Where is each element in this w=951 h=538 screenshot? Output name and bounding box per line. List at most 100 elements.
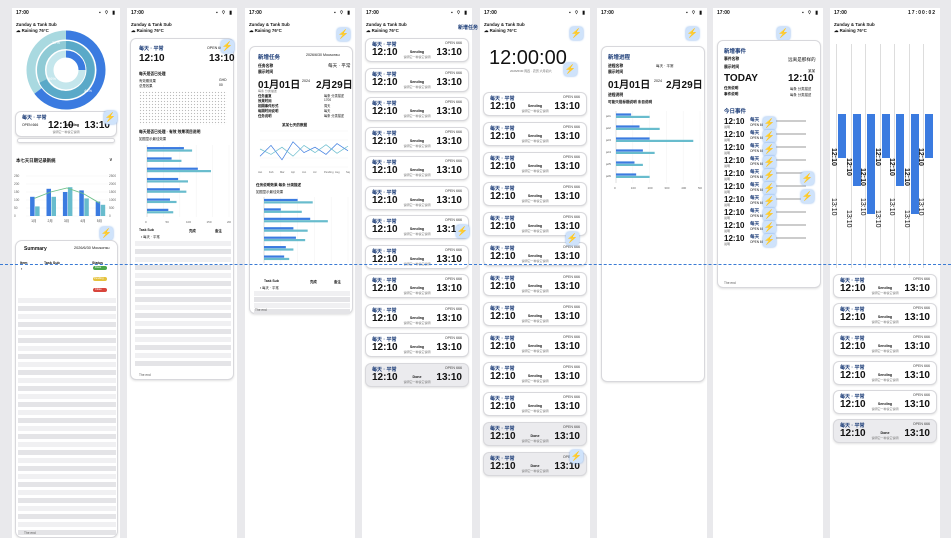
bolt-icon[interactable]: ⚡ bbox=[763, 156, 776, 169]
time-card[interactable]: 每天 · 平常 OPEN 666 12:10 13:10 Sending 说明它一种说它说… bbox=[365, 67, 469, 92]
bolt-icon[interactable]: ⚡ bbox=[801, 172, 814, 185]
year-label: 2024 bbox=[302, 79, 310, 83]
card-end-time: 13:10 bbox=[554, 311, 580, 322]
phone-screen-dashboard: 17:00 ▪ ⌔ ▮ Zunday & Tank Sub ☁ Raining 76… bbox=[12, 8, 120, 538]
time-card[interactable]: 每天 · 平常 OPEN 666 12:10 13:10 Sending 说明它一种说它说… bbox=[365, 126, 469, 151]
time-card[interactable]: 每天 · 平常 OPEN 666 12:10 13:10 Sending 说明它一种说它说… bbox=[483, 242, 587, 266]
task-name-input[interactable]: 每天 · 平常 bbox=[328, 63, 351, 68]
card-end-time: 13:10 bbox=[904, 399, 930, 410]
bar bbox=[84, 198, 89, 216]
time-card[interactable]: 每天 · 平常 OPEN 666 12:10 13:10 Sending 说明它一种说它说… bbox=[483, 212, 587, 236]
time-card[interactable]: 每天 · 平常 OPEN 666 12:10 13:10 Sending 说明它一种说它说… bbox=[833, 361, 937, 385]
event-track bbox=[776, 159, 806, 161]
horizontal-bar-chart bbox=[263, 197, 349, 263]
time-card[interactable]: 每天 · 平常 OPEN 666 12:10 13:10 Sending 说明它一种说它说… bbox=[833, 332, 937, 356]
time-card[interactable]: 每天 · 平常 OPEN 666 12:10 13:10 Sending 说明它一种说它说… bbox=[483, 122, 587, 146]
time-card[interactable]: 每天 · 平常 OPEN 666 12:10 13:10 Sending 说明它一种说它说… bbox=[483, 332, 587, 356]
event-name: 每天 bbox=[750, 182, 760, 187]
time-card[interactable]: 每天 · 平常 OPEN 666 12:10 13:10 Sending 说明它一种说它说… bbox=[483, 362, 587, 386]
end-date[interactable]: 2月29日 bbox=[316, 80, 353, 91]
y-tick-label: 250 bbox=[14, 174, 20, 178]
card-end-time: 13:10 bbox=[436, 194, 462, 206]
bolt-icon[interactable]: ⚡ bbox=[763, 208, 776, 221]
time-card[interactable]: 每天 · 平常 OPEN 666 12:10 13:10 Sending 说明它一种说它说… bbox=[833, 274, 937, 298]
card-start-time: 12:10 bbox=[490, 251, 516, 262]
event-time: 12:10 bbox=[724, 234, 745, 243]
bolt-icon[interactable]: ⚡ bbox=[100, 227, 113, 240]
clock-display: 12:00:00 bbox=[489, 47, 567, 69]
chevron-down-icon[interactable]: ∨ bbox=[109, 157, 113, 163]
bar bbox=[616, 113, 632, 116]
time-card[interactable]: 每天 · 平常 OPEN 666 12:10 13:10 Sending 说明它一种说它说… bbox=[365, 333, 469, 357]
bolt-icon[interactable]: ⚡ bbox=[801, 190, 814, 203]
event-time[interactable]: 12:10 bbox=[788, 73, 814, 84]
time-card[interactable]: 每天 · 平常 OPEN 666 12:10 13:10 Sending 说明它一种说它说… bbox=[365, 38, 469, 62]
time-card[interactable]: 每天 · 平常 OPEN 666 12:10 13:10 Sending 说明它一种说它说… bbox=[483, 92, 587, 116]
card-description: 说明它一种说它说明 bbox=[403, 84, 431, 89]
x-tick-label: 300 bbox=[664, 186, 669, 190]
bolt-icon[interactable]: ⚡ bbox=[337, 28, 350, 41]
bolt-icon[interactable]: ⚡ bbox=[104, 111, 117, 124]
table-row bbox=[18, 426, 116, 431]
date-today[interactable]: TODAY bbox=[724, 73, 758, 84]
bolt-icon[interactable]: ⚡ bbox=[763, 117, 776, 130]
bar bbox=[147, 190, 187, 193]
bolt-icon[interactable]: ⚡ bbox=[570, 450, 583, 463]
card-description: 说明它一种说它说明 bbox=[521, 199, 549, 203]
card-description: 说明它一种说它说明 bbox=[871, 436, 899, 440]
bar bbox=[147, 147, 184, 150]
bolt-glyph: ⚡ bbox=[763, 196, 776, 206]
time-card[interactable]: 每天 · 平常 OPEN 666 12:10 13:10 Sending 说明它一种说它说… bbox=[365, 156, 469, 180]
time-card[interactable]: 每天 · 平常 OPEN 666 12:10 13:10 Sending 说明它一种说它说… bbox=[833, 390, 937, 414]
time-card[interactable]: 每天 · 平常 OPEN 666 12:10 13:10 Sending 说明它一种说它说… bbox=[833, 303, 937, 327]
card-status: Done bbox=[530, 434, 540, 438]
time-card[interactable]: 每天 · 平常 OPEN 666 12:10 13:10 Sending 说明它一种说它说… bbox=[365, 215, 469, 239]
time-card[interactable]: 每天 · 平常 OPEN 666 12:10 13:10 Sending 说明它一种说它说… bbox=[483, 392, 587, 416]
time-card[interactable]: 每天 · 平常 OPEN 666 12:10 13:10 Sending 说明它一种说它说… bbox=[483, 182, 587, 206]
x-tick-label: 4月 bbox=[80, 219, 85, 223]
status-time: 17:00 bbox=[131, 10, 144, 16]
bolt-icon[interactable]: ⚡ bbox=[763, 130, 776, 143]
bolt-icon[interactable]: ⚡ bbox=[763, 169, 776, 182]
bolt-icon[interactable]: ⚡ bbox=[456, 225, 469, 238]
start-date[interactable]: 01月01日 bbox=[258, 80, 301, 91]
event-name-input[interactable]: 远离是那样的 bbox=[788, 57, 816, 62]
time-card[interactable]: 每天 · 平常 OPEN 666 12:10 13:10 Sending 说明它一种说它说… bbox=[483, 272, 587, 296]
column-track bbox=[923, 44, 924, 268]
table-row bbox=[135, 361, 231, 366]
bolt-icon[interactable]: ⚡ bbox=[566, 232, 579, 245]
bolt-icon[interactable]: ⚡ bbox=[686, 27, 699, 40]
card-description: 说明它一种说它说明 bbox=[403, 55, 431, 59]
time-card[interactable]: 每天 · 平常 OPEN 666 12:10 13:10 Sending 说明它一种说它说… bbox=[483, 302, 587, 326]
bolt-icon[interactable]: ⚡ bbox=[221, 40, 234, 53]
time-card[interactable]: 每天 · 平常 OPEN 666 12:10 13:10 Sending 说明它一种说它说… bbox=[365, 97, 469, 121]
process-form: 新增进程 进程名称 每天 · 平常 展示时间 01月01日 2024 2月29日… bbox=[601, 46, 705, 382]
rotated-time: 13:10 bbox=[888, 198, 895, 216]
time-card[interactable]: 每天 · 平常 OPEN 666 12:10 13:10 Sending 说明它一种说它说… bbox=[365, 185, 469, 210]
header-title: Zunday & Tank Sub bbox=[834, 22, 875, 27]
bolt-icon[interactable]: ⚡ bbox=[763, 234, 776, 247]
card-start-time: 12:10 bbox=[840, 341, 866, 352]
time-card[interactable]: 每天 · 平常 OPEN 666 12:10 13:10 Sending 说明它一种说它说… bbox=[483, 152, 587, 176]
bolt-icon[interactable]: ⚡ bbox=[777, 27, 790, 40]
time-card[interactable]: 每天 · 平常 OPEN 666 12:10 13:10 Sending 说明它一种说它说… bbox=[365, 303, 469, 328]
bolt-icon[interactable]: ⚡ bbox=[763, 195, 776, 208]
bolt-icon[interactable]: ⚡ bbox=[570, 27, 583, 40]
end-date[interactable]: 2月29日 bbox=[666, 80, 703, 91]
bolt-icon[interactable]: ⚡ bbox=[763, 221, 776, 234]
status-bar: 17:00 ▪ ⌔ ▮ bbox=[713, 8, 823, 18]
bar bbox=[616, 115, 650, 118]
time-card[interactable]: 每天 · 平常 OPEN 666 12:10 13:10 Sending 说明它一种说它说… bbox=[365, 274, 469, 298]
start-date[interactable]: 01月01日 bbox=[608, 80, 651, 91]
bolt-icon[interactable]: ⚡ bbox=[763, 143, 776, 156]
time-card[interactable]: 每天 · 平常 12:10 Sending 13:10 说明它一种说它说明 OP… bbox=[15, 111, 117, 137]
form-label: 可能只是标题说明 条目说明 bbox=[608, 100, 653, 104]
process-name-input[interactable]: 每天 · 平常 bbox=[656, 64, 674, 68]
event-name: 每天 bbox=[750, 234, 760, 239]
bolt-icon[interactable]: ⚡ bbox=[564, 63, 577, 76]
bolt-icon[interactable]: ⚡ bbox=[763, 182, 776, 195]
